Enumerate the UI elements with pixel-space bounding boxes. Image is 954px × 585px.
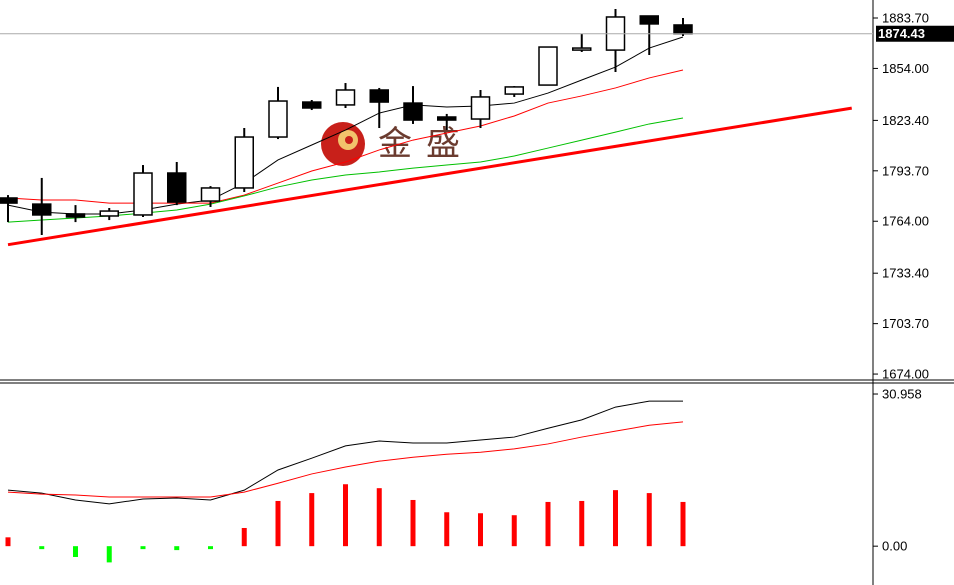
histogram-bar xyxy=(680,501,686,547)
ma-line xyxy=(7,69,684,204)
y-tick-label: 1883.70 xyxy=(882,10,929,25)
histogram-bar xyxy=(106,546,112,563)
candle-body xyxy=(302,101,322,109)
histogram-bar xyxy=(545,501,551,547)
candle-body xyxy=(673,24,693,35)
ma-line xyxy=(7,117,684,223)
histogram-bar xyxy=(39,546,45,550)
histogram-bar xyxy=(73,546,78,557)
histogram-bar xyxy=(275,500,281,547)
candle-body xyxy=(234,136,254,189)
candle-body xyxy=(335,89,356,106)
histogram-bar xyxy=(511,515,517,547)
logo xyxy=(321,122,365,166)
ma-line xyxy=(7,421,684,498)
candle-body xyxy=(133,172,153,216)
histogram-bar xyxy=(140,546,146,550)
candle-body xyxy=(403,102,423,121)
histogram-bar xyxy=(343,484,348,547)
watermark: 金盛 xyxy=(378,125,474,163)
histogram-bar xyxy=(174,546,180,551)
candle-body xyxy=(639,15,659,25)
histogram-bar xyxy=(646,493,652,547)
candle-body xyxy=(32,203,52,216)
y-tick-label: 0.00 xyxy=(882,539,907,554)
histogram-bar xyxy=(208,546,213,550)
ma-line xyxy=(7,36,684,215)
y-tick-label: 1764.00 xyxy=(882,214,929,229)
histogram-bar xyxy=(579,500,585,547)
candle-body xyxy=(572,47,592,51)
y-tick-label: 1703.70 xyxy=(882,316,929,331)
candle-body xyxy=(369,89,389,103)
candle-body xyxy=(65,213,86,218)
y-tick-label: 1823.40 xyxy=(882,113,929,128)
candle-body xyxy=(538,46,558,86)
candle-body xyxy=(0,197,18,204)
candle-body xyxy=(504,86,524,95)
y-tick-label: 30.958 xyxy=(882,386,922,401)
histogram-bar xyxy=(478,513,483,547)
candle-body xyxy=(470,96,491,120)
ma-line xyxy=(7,400,683,505)
histogram-bar xyxy=(5,537,11,547)
candle-body xyxy=(167,172,187,203)
histogram-bar xyxy=(309,493,315,547)
y-tick-label: 1733.40 xyxy=(882,266,929,281)
candle-body xyxy=(437,116,457,121)
y-tick-label: 1674.00 xyxy=(882,366,929,381)
histogram-bar xyxy=(241,527,247,547)
histogram-bar xyxy=(410,499,416,547)
last-price-box xyxy=(876,25,954,42)
candle-body xyxy=(200,187,221,202)
candle-body xyxy=(268,100,288,138)
histogram-bar xyxy=(444,512,450,547)
histogram-bar xyxy=(613,490,618,547)
candle-body xyxy=(99,210,119,217)
last-price-label: 1874.43 xyxy=(878,26,925,41)
y-tick-label: 1854.00 xyxy=(882,61,929,76)
y-tick-label: 1793.70 xyxy=(882,163,929,178)
trend-line xyxy=(7,106,852,247)
histogram-bar xyxy=(376,488,382,547)
